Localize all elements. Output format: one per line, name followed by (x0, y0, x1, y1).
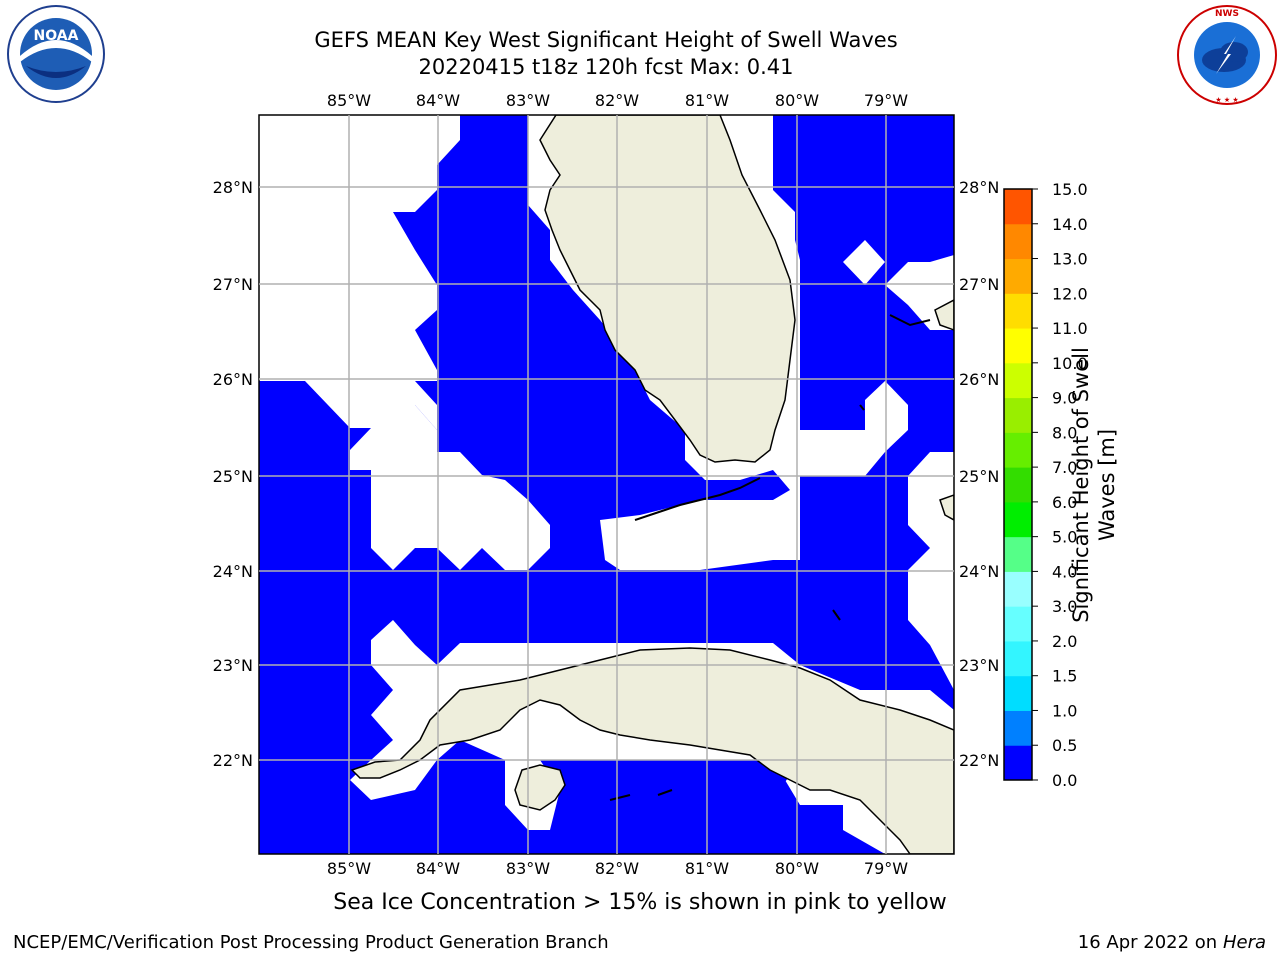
lon-ticks-bottom: 85°W 84°W 83°W 82°W 81°W 80°W 79°W (327, 859, 908, 878)
footer-host: Hera (1222, 932, 1266, 953)
lat-ticks-right: 28°N 27°N 26°N 25°N 24°N 23°N 22°N (959, 178, 999, 770)
footer-date-text: 16 Apr 2022 on (1077, 932, 1223, 953)
map-frame (258, 114, 955, 855)
svg-text:★ ★ ★: ★ ★ ★ (1215, 96, 1238, 104)
lat-tick-label: 23°N (959, 656, 999, 675)
colorbar-segment (1004, 362, 1032, 399)
colorbar-segment (1004, 501, 1032, 538)
colorbar-tick-label: 11.0 (1052, 319, 1088, 338)
lon-tick-label: 79°W (864, 859, 908, 878)
colorbar-segment (1004, 258, 1032, 294)
lat-tick-label: 25°N (959, 467, 999, 486)
chart-subtitle: 20220415 t18z 120h fcst Max: 0.41 (418, 55, 794, 79)
colorbar-tick-label: 3.0 (1052, 597, 1077, 616)
footer-date: 16 Apr 2022 on Hera (1078, 932, 1266, 953)
sea-ice-note: Sea Ice Concentration > 15% is shown in … (333, 890, 947, 915)
colorbar-tick-label: 1.5 (1052, 667, 1077, 686)
colorbar-label-line1: Significant Height of Swell (1069, 347, 1093, 623)
colorbar-segment (1004, 536, 1032, 572)
lon-tick-label: 79°W (864, 91, 908, 110)
colorbar-segment (1004, 606, 1032, 642)
colorbar-segment (1004, 745, 1032, 781)
noaa-logo-text: NOAA (34, 28, 79, 44)
lon-ticks-top: 85°W 84°W 83°W 82°W 81°W 80°W 79°W (327, 91, 908, 110)
swell-field (259, 115, 954, 854)
lon-tick-label: 83°W (506, 91, 550, 110)
lon-tick-label: 80°W (775, 859, 819, 878)
colorbar-tick-label: 5.0 (1052, 528, 1077, 547)
lon-tick-label: 81°W (685, 91, 729, 110)
lon-tick-label: 83°W (506, 859, 550, 878)
colorbar-segment (1004, 675, 1032, 711)
colorbar-tick-label: 1.0 (1052, 701, 1077, 720)
colorbar-segment (1004, 223, 1032, 260)
colorbar-tick-label: 0.0 (1052, 771, 1077, 790)
noaa-logo: NOAA (7, 5, 105, 103)
colorbar-segment (1004, 710, 1032, 746)
colorbar-tick-label: 14.0 (1052, 215, 1088, 234)
lon-tick-label: 85°W (327, 91, 371, 110)
colorbar-tick-label: 2.0 (1052, 632, 1077, 651)
lat-tick-label: 23°N (213, 656, 253, 675)
lat-ticks-left: 28°N 27°N 26°N 25°N 24°N 23°N 22°N (213, 178, 253, 770)
lat-tick-label: 24°N (213, 562, 253, 581)
lon-tick-label: 81°W (685, 859, 729, 878)
colorbar-segment (1004, 397, 1032, 433)
colorbar-tick-label: 9.0 (1052, 389, 1077, 408)
lat-tick-label: 28°N (213, 178, 253, 197)
svg-text:NWS: NWS (1215, 9, 1239, 19)
lon-tick-label: 82°W (595, 859, 639, 878)
colorbar-segment (1004, 432, 1032, 468)
colorbar-tick-label: 10.0 (1052, 354, 1088, 373)
chart-title: GEFS MEAN Key West Significant Height of… (314, 28, 898, 52)
lat-tick-label: 22°N (213, 751, 253, 770)
colorbar-tick-label: 8.0 (1052, 423, 1077, 442)
colorbar-segment (1004, 467, 1032, 503)
lat-tick-label: 22°N (959, 751, 999, 770)
colorbar: 0.0 0.5 1.0 1.5 2.0 3.0 4.0 5.0 6.0 7.0 8.0 9.0 10.0… (1003, 180, 1088, 790)
lat-tick-label: 27°N (213, 275, 253, 294)
lat-tick-label: 25°N (213, 467, 253, 486)
no-data-areas (371, 285, 437, 430)
colorbar-tick-label: 6.0 (1052, 493, 1077, 512)
graticule (259, 115, 954, 854)
colorbar-segment (1004, 640, 1032, 677)
lon-tick-label: 84°W (416, 859, 460, 878)
lon-tick-label: 85°W (327, 859, 371, 878)
colorbar-tick-label: 0.5 (1052, 736, 1077, 755)
colorbar-segment (1004, 189, 1032, 225)
lat-tick-label: 24°N (959, 562, 999, 581)
lat-tick-label: 27°N (959, 275, 999, 294)
colorbar-tick-label: 12.0 (1052, 284, 1088, 303)
lon-tick-label: 80°W (775, 91, 819, 110)
nws-logo: NWS ★ ★ ★ (1177, 5, 1277, 105)
colorbar-frame (1003, 188, 1033, 781)
colorbar-tick-label: 7.0 (1052, 458, 1077, 477)
colorbar-label-line2: Waves [m] (1095, 428, 1119, 542)
colorbar-tick-label: 13.0 (1052, 250, 1088, 269)
colorbar-tick-label: 4.0 (1052, 562, 1077, 581)
colorbar-segment (1004, 328, 1032, 364)
colorbar-segment (1004, 571, 1032, 607)
footer-credit: NCEP/EMC/Verification Post Processing Pr… (13, 932, 609, 953)
colorbar-tick-label: 15.0 (1052, 180, 1088, 199)
lon-tick-label: 84°W (416, 91, 460, 110)
islands (609, 314, 931, 801)
lat-tick-label: 28°N (959, 178, 999, 197)
lon-tick-label: 82°W (595, 91, 639, 110)
lat-tick-label: 26°N (959, 370, 999, 389)
colorbar-segment (1004, 293, 1032, 329)
land (350, 115, 954, 854)
lat-tick-label: 26°N (213, 370, 253, 389)
